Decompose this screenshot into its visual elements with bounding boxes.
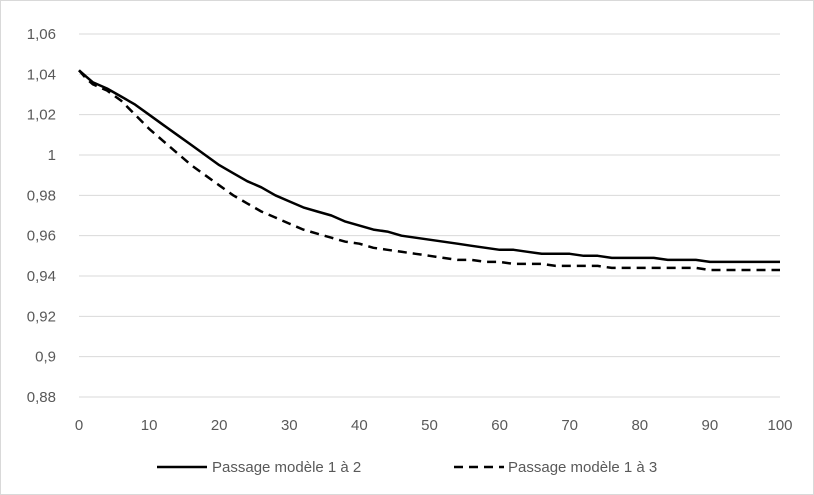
legend-label-2: Passage modèle 1 à 3	[508, 459, 657, 476]
legend: Passage modèle 1 à 2 Passage modèle 1 à 3	[157, 459, 657, 476]
x-tick-label: 100	[767, 417, 792, 434]
x-tick-label: 80	[631, 417, 648, 434]
x-tick-label: 90	[702, 417, 719, 434]
y-tick-label: 1,06	[27, 26, 56, 43]
x-tick-label: 40	[351, 417, 368, 434]
x-tick-label: 60	[491, 417, 508, 434]
y-tick-label: 1,04	[27, 66, 56, 83]
x-tick-label: 10	[141, 417, 158, 434]
x-tick-label: 0	[75, 417, 83, 434]
y-tick-label: 0,98	[27, 187, 56, 204]
x-tick-label: 20	[211, 417, 228, 434]
gridlines	[79, 33, 780, 398]
legend-label-1: Passage modèle 1 à 2	[212, 459, 361, 476]
y-tick-label: 1,02	[27, 107, 56, 124]
x-tick-label: 50	[421, 417, 438, 434]
series-line-1	[78, 69, 780, 264]
y-tick-label: 0,88	[27, 389, 56, 406]
y-tick-label: 0,92	[27, 308, 56, 325]
series-line-2	[78, 69, 780, 272]
y-tick-label: 0,96	[27, 228, 56, 245]
x-tick-label: 30	[281, 417, 298, 434]
y-tick-label: 1	[48, 147, 56, 164]
y-tick-label: 0,9	[35, 349, 56, 366]
y-tick-label: 0,94	[27, 268, 56, 285]
x-tick-label: 70	[561, 417, 578, 434]
y-axis-tick-labels: 0,88 0,9 0,92 0,94 0,96 0,98 1 1,02 1,04 1,06	[27, 26, 56, 406]
x-axis-tick-labels: 0 10 20 30 40 50 60 70 80 90 100	[75, 417, 793, 434]
series-lines	[78, 69, 780, 272]
